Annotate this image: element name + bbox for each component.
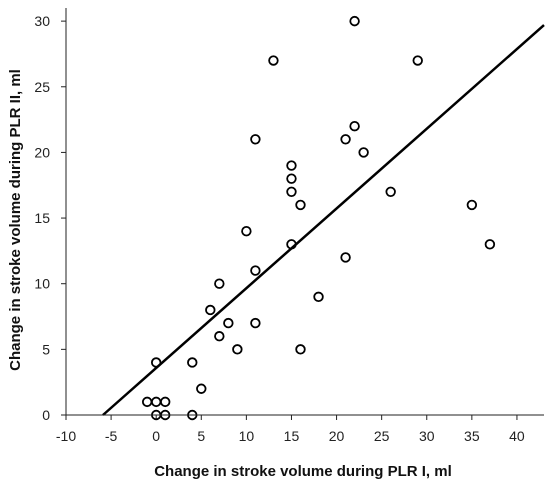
data-point — [286, 173, 297, 184]
y-tick-label: 10 — [34, 276, 50, 292]
data-point — [205, 304, 216, 316]
x-tick-label: 15 — [284, 428, 300, 444]
y-tick-label: 5 — [42, 341, 50, 357]
data-point — [340, 252, 351, 263]
data-point — [214, 278, 225, 289]
data-point — [241, 225, 252, 237]
data-point — [187, 357, 198, 368]
x-axis-title: Change in stroke volume during PLR I, ml — [154, 463, 452, 480]
data-point — [150, 357, 162, 368]
data-point — [349, 15, 360, 27]
data-point — [286, 239, 297, 250]
y-tick-label: 20 — [34, 144, 50, 160]
y-axis-title: Change in stroke volume during PLR II, m… — [7, 69, 24, 371]
data-point — [484, 239, 496, 250]
data-point — [385, 186, 396, 198]
y-tick-label: 25 — [34, 79, 50, 95]
data-point — [286, 186, 297, 198]
data-point — [340, 134, 351, 145]
x-tick-label: 20 — [329, 428, 345, 444]
data-point — [295, 344, 306, 355]
data-point — [412, 55, 423, 66]
data-point — [286, 160, 297, 171]
x-tick-label: 5 — [197, 428, 205, 444]
x-tick-label: -5 — [105, 428, 118, 444]
regression-line — [102, 24, 545, 416]
data-point — [196, 383, 207, 394]
x-tick-label: 0 — [152, 428, 160, 444]
x-tick-label: 40 — [509, 428, 525, 444]
data-point — [250, 134, 261, 145]
data-point — [313, 291, 324, 303]
y-tick-label: 15 — [34, 210, 50, 226]
data-point — [466, 199, 478, 211]
data-point — [232, 344, 243, 355]
x-axis-ticks: -10 -5 0 5 10 15 20 25 30 35 40 — [56, 415, 525, 444]
data-point — [349, 120, 360, 132]
data-point — [268, 55, 279, 66]
x-tick-label: 35 — [464, 428, 480, 444]
x-tick-label: 30 — [419, 428, 435, 444]
data-point — [223, 317, 234, 329]
data-point — [160, 396, 171, 408]
data-point — [250, 265, 261, 276]
x-tick-label: 10 — [239, 428, 255, 444]
y-axis-ticks: 0 5 10 15 20 25 30 — [34, 13, 66, 423]
regression-line-group — [102, 24, 545, 416]
data-point — [295, 199, 306, 211]
x-tick-label: 25 — [374, 428, 390, 444]
y-tick-label: 30 — [34, 13, 50, 29]
data-point — [250, 317, 261, 329]
data-point — [358, 147, 369, 158]
x-tick-label: -10 — [56, 428, 76, 444]
y-tick-label: 0 — [42, 407, 50, 423]
data-point — [214, 331, 225, 342]
